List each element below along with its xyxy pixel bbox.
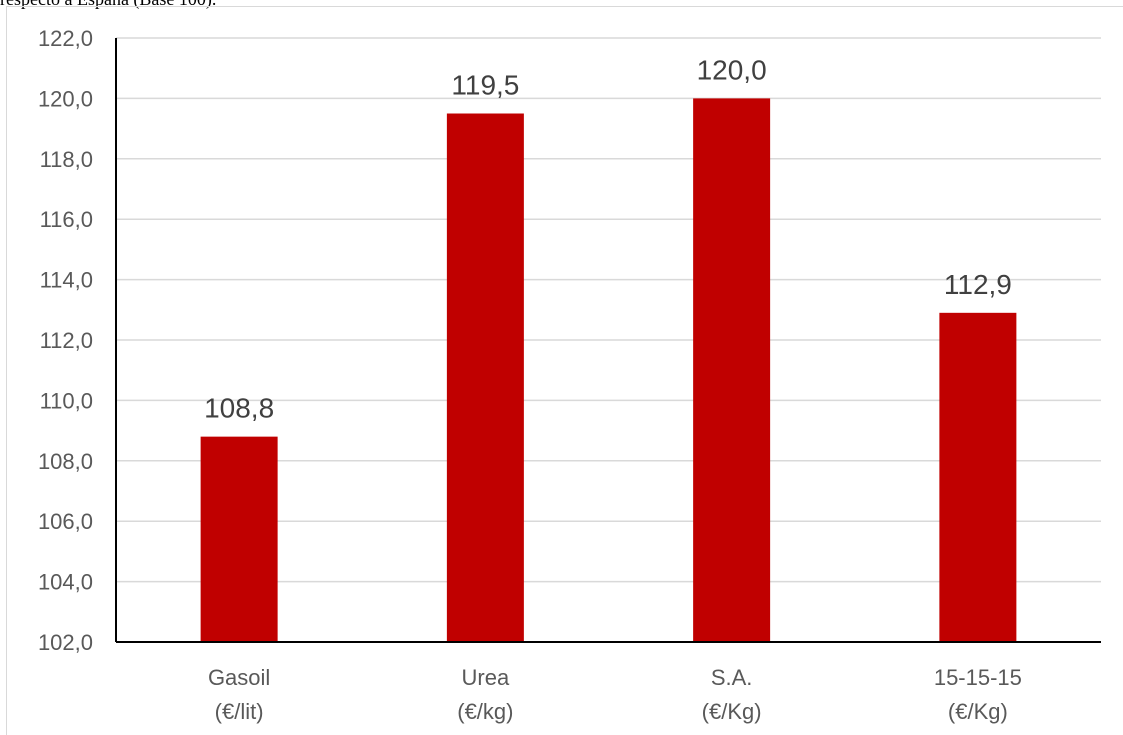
chart-frame — [6, 6, 1123, 735]
y-tick-label: 108,0 — [38, 449, 93, 474]
data-labels: 108,8 119,5 120,0 112,9 — [204, 54, 1012, 423]
x-category-label: (€/lit) — [215, 699, 264, 724]
gridlines — [116, 37, 1101, 583]
y-tick-label: 102,0 — [38, 630, 93, 655]
x-category-label: (€/Kg) — [702, 699, 762, 724]
axes — [115, 38, 1101, 643]
bar — [939, 312, 1017, 642]
data-label: 120,0 — [697, 54, 767, 85]
x-category-label: S.A. — [711, 665, 753, 690]
y-tick-label: 112,0 — [40, 328, 93, 353]
y-axis-ticks: 102,0 104,0 106,0 108,0 110,0 112,0 114,0 116,0… — [38, 26, 93, 655]
y-tick-label: 116,0 — [40, 207, 93, 232]
bars — [200, 98, 1017, 642]
x-category-label: Gasoil — [208, 665, 270, 690]
y-tick-label: 118,0 — [40, 147, 93, 172]
bar — [446, 113, 524, 642]
y-tick-label: 122,0 — [38, 26, 93, 51]
x-axis-labels: Gasoil (€/lit) Urea (€/kg) S.A. (€/Kg) 15-15-1… — [208, 665, 1022, 724]
bar — [693, 98, 771, 642]
x-category-label: (€/kg) — [457, 699, 513, 724]
caption-fragment: respecto a España (Base 100). — [0, 0, 216, 10]
y-tick-label: 120,0 — [38, 86, 93, 111]
y-tick-label: 104,0 — [38, 570, 93, 595]
data-label: 119,5 — [451, 70, 519, 101]
data-label: 112,9 — [944, 269, 1012, 300]
bar — [200, 436, 278, 642]
y-tick-label: 114,0 — [40, 268, 93, 293]
y-tick-label: 106,0 — [38, 509, 93, 534]
x-category-label: (€/Kg) — [948, 699, 1008, 724]
y-tick-label: 110,0 — [40, 388, 93, 413]
x-category-label: Urea — [462, 665, 510, 690]
x-category-label: 15-15-15 — [934, 665, 1022, 690]
data-label: 108,8 — [204, 393, 274, 424]
